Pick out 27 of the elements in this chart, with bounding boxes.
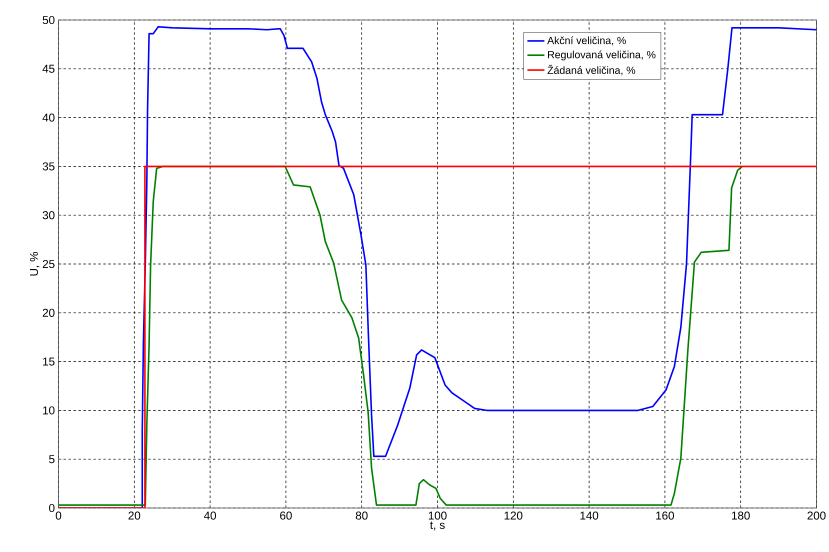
legend-label: Regulovaná veličina, % xyxy=(548,50,656,60)
x-tick-label: 100 xyxy=(428,512,447,520)
y-tick-label: 15 xyxy=(43,358,54,366)
x-tick-label: 0 xyxy=(56,512,62,520)
x-tick-label: 180 xyxy=(732,512,750,520)
y-tick-label: 20 xyxy=(42,308,55,317)
y-tick-label: 10 xyxy=(43,406,55,414)
y-tick-label: 25 xyxy=(42,260,54,268)
x-tick-label: 160 xyxy=(656,512,674,520)
y-axis-title: U, % xyxy=(30,252,40,276)
y-tick-label: 35 xyxy=(42,162,54,170)
x-axis-title: t, s xyxy=(430,521,445,530)
x-tick-label: 120 xyxy=(504,512,522,520)
legend-label: Žádaná veličina, % xyxy=(548,64,636,76)
x-tick-label: 200 xyxy=(808,512,826,520)
y-tick-label: 45 xyxy=(42,64,54,73)
y-tick-label: 5 xyxy=(49,455,54,464)
x-tick-label: 140 xyxy=(580,512,598,520)
x-tick-label: 20 xyxy=(128,512,140,520)
y-tick-label: 50 xyxy=(42,16,55,24)
y-tick-label: 0 xyxy=(49,504,55,512)
x-tick-label: 40 xyxy=(204,512,216,520)
y-tick-label: 40 xyxy=(42,114,55,122)
x-tick-label: 80 xyxy=(356,512,368,520)
legend-label: Akční veličina, % xyxy=(547,36,626,46)
x-tick-label: 60 xyxy=(280,512,292,520)
y-tick-label: 30 xyxy=(42,211,55,220)
